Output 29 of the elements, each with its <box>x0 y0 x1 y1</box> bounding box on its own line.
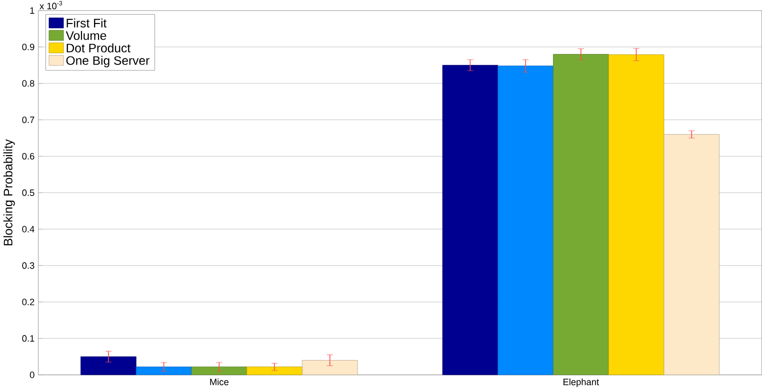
y-tick-label: 0.8 <box>22 80 34 86</box>
y-tick-label: 1 <box>30 7 34 14</box>
bar <box>608 54 664 375</box>
legend-label: First Fit <box>66 18 107 28</box>
x-tick-label: Mice <box>210 378 228 386</box>
x-tick-label: Elephant <box>564 378 599 387</box>
bar <box>302 360 358 375</box>
y-tick-label: 0.3 <box>22 262 34 269</box>
y-tick-label: 0 <box>30 371 34 378</box>
y-tick-label: 0.5 <box>22 189 34 196</box>
bar <box>80 356 136 375</box>
bar <box>664 134 720 375</box>
y-tick-label: 0.6 <box>22 152 34 160</box>
legend-label: Volume <box>66 30 106 40</box>
bar <box>246 366 302 375</box>
bar <box>553 54 609 375</box>
y-tick-label: 0.1 <box>22 334 34 342</box>
legend-label: One Big Server <box>66 56 150 68</box>
y-tick-label: 0.7 <box>22 116 34 123</box>
y-tick-label: 0.4 <box>22 226 34 232</box>
legend-label: Dot Product <box>66 43 130 52</box>
y-tick-label: 0.2 <box>22 298 34 306</box>
bar <box>498 65 554 375</box>
y-axis-title: Blocking Probability <box>3 138 15 245</box>
text: x 10$^{-3}$ <box>40 0 62 10</box>
bar <box>442 64 498 375</box>
y-tick-label: 0.9 <box>22 43 34 50</box>
bar <box>191 366 248 375</box>
bar <box>136 366 192 375</box>
